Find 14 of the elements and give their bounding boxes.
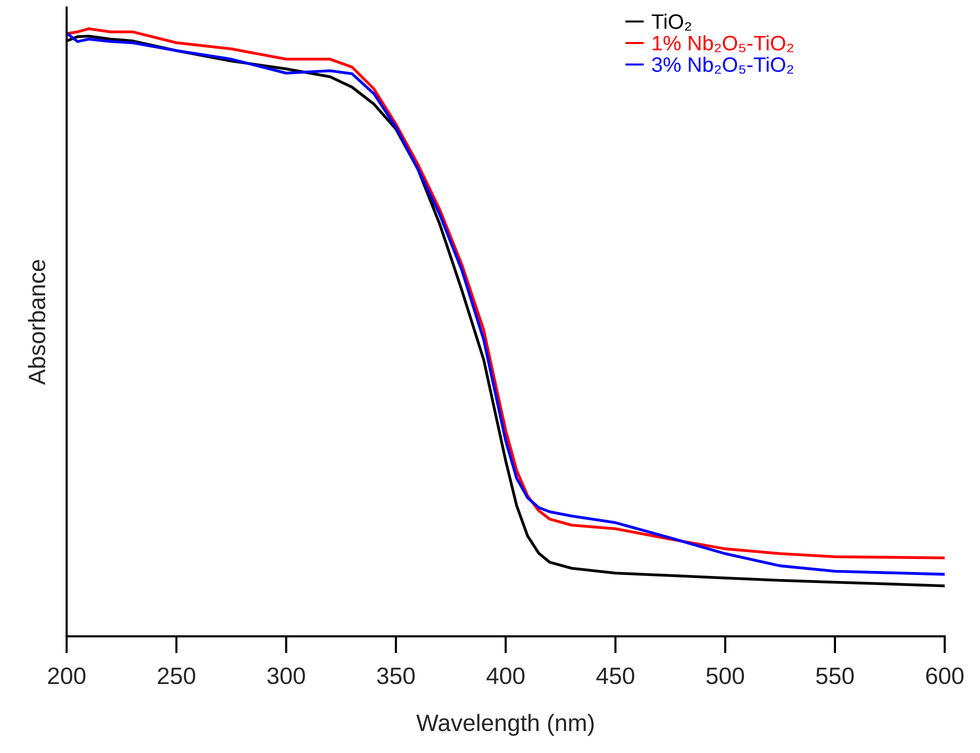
x-tick-label: 350 <box>377 667 415 684</box>
legend-label: TiO₂ <box>652 14 692 31</box>
legend-label: 3% Nb₂O₅-TiO₂ <box>652 56 794 74</box>
x-axis-title: Wavelength (nm) <box>416 714 594 736</box>
x-tick-label: 250 <box>158 667 196 684</box>
x-tick-label: 400 <box>486 667 524 684</box>
x-tick-label: 600 <box>926 667 964 684</box>
legend-label: 1% Nb₂O₅-TiO₂ <box>652 35 794 52</box>
x-tick-label: 550 <box>816 667 854 684</box>
y-axis-title: Absorbance <box>28 260 46 385</box>
x-tick-label: 300 <box>267 667 305 684</box>
x-tick-label: 200 <box>48 667 86 684</box>
x-tick-label: 500 <box>706 667 744 684</box>
x-tick-label: 450 <box>596 667 634 684</box>
